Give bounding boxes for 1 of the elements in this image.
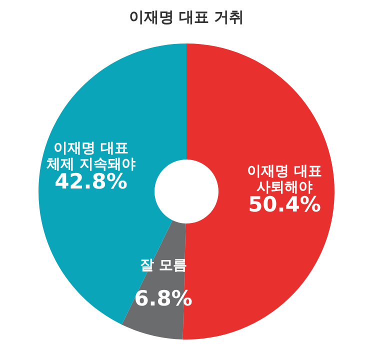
- chart-title: 이재명 대표 거취: [128, 8, 244, 26]
